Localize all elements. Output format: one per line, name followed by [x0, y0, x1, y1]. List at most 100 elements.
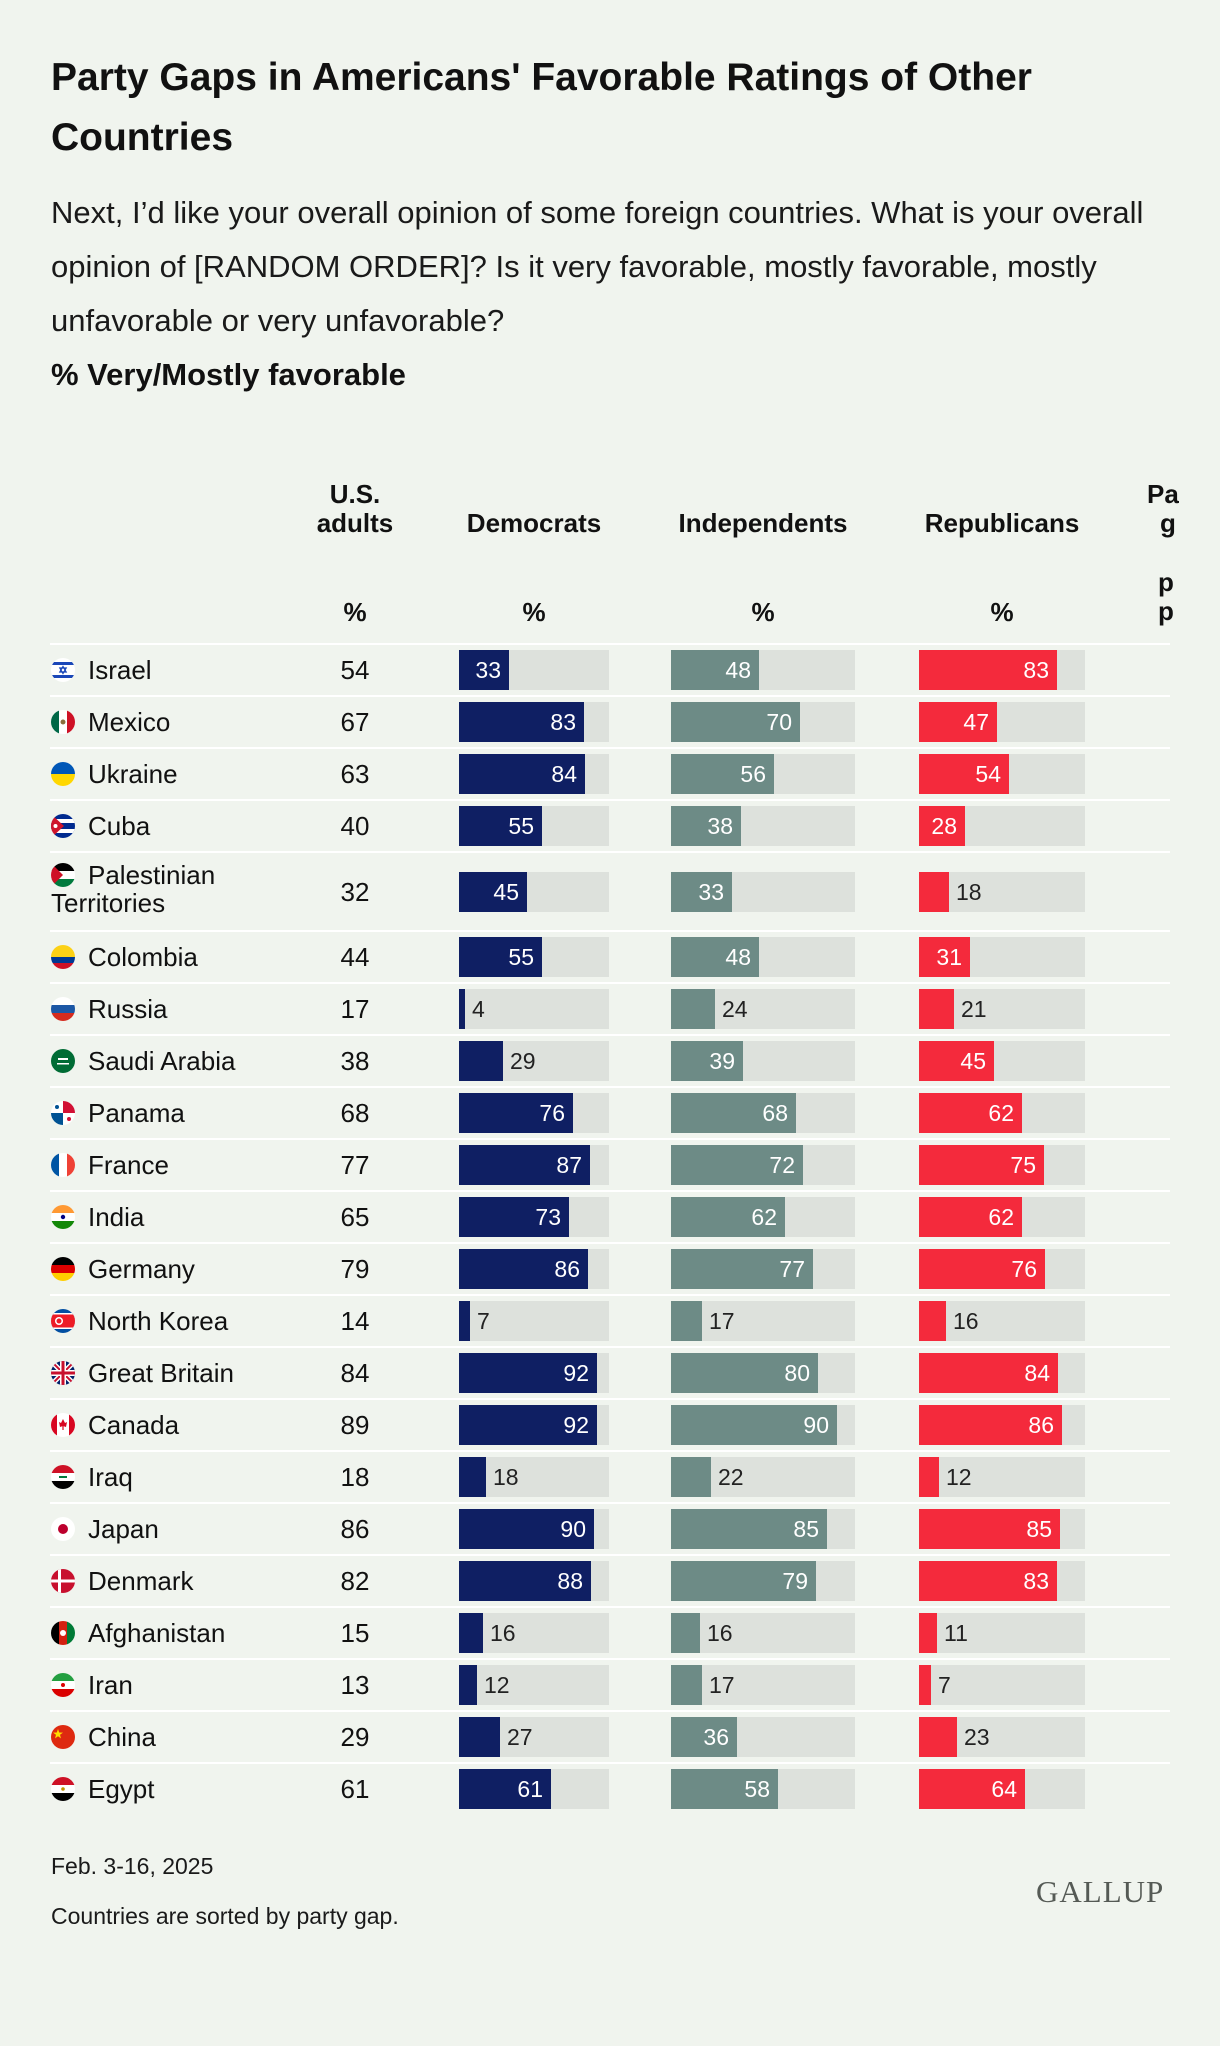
republicans-value-label: 12: [946, 1464, 972, 1490]
row-separator: [50, 1086, 1170, 1088]
independents-value-label: 90: [803, 1412, 829, 1438]
democrats-bar: [459, 1093, 573, 1133]
col-header-gap-line2: g: [1160, 508, 1176, 538]
us-adults-value: 68: [340, 1098, 370, 1128]
independents-bar: [671, 1041, 743, 1081]
independents-value-label: 38: [707, 813, 733, 839]
republicans-bar: [919, 1041, 994, 1081]
democrats-bar: [459, 1613, 483, 1653]
country-label: Egypt: [88, 1774, 155, 1804]
democrats-value-label: 55: [508, 944, 534, 970]
country-label: India: [88, 1202, 145, 1232]
republicans-value-label: 85: [1026, 1516, 1052, 1542]
china-flag-icon: [51, 1725, 75, 1749]
democrats-value-label: 90: [560, 1516, 586, 1542]
us-adults-value: 29: [340, 1722, 370, 1752]
democrats-value-label: 88: [557, 1568, 583, 1594]
pct-header-republicans: %: [990, 597, 1014, 627]
democrats-track: [459, 1665, 609, 1705]
country-label: Denmark: [88, 1566, 194, 1596]
independents-bar: [671, 650, 759, 690]
iran-flag-icon: [51, 1673, 75, 1697]
democrats-track: [459, 1613, 609, 1653]
survey-date: Feb. 3-16, 2025: [51, 1853, 214, 1879]
row-separator: [50, 1242, 1170, 1244]
us-adults-value: 32: [340, 876, 370, 907]
row-separator: [50, 930, 1170, 932]
russia-flag-icon: [51, 997, 75, 1021]
democrats-bar: [459, 1041, 503, 1081]
democrats-value-label: 33: [475, 657, 501, 683]
independents-bar: [671, 871, 732, 912]
country-label: Iran: [88, 1670, 133, 1700]
us-adults-value: 77: [340, 1150, 370, 1180]
republicans-track: [919, 1613, 1085, 1653]
iraq-flag-icon: [51, 1465, 75, 1489]
republicans-value-label: 64: [991, 1776, 1017, 1802]
republicans-bar: [919, 702, 997, 742]
row-separator: [50, 1398, 1170, 1400]
chart-title: Party Gaps in Americans' Favorable Ratin…: [51, 56, 1032, 159]
independents-value-label: 58: [744, 1776, 770, 1802]
us-adults-value: 86: [340, 1514, 370, 1544]
us-adults-value: 82: [340, 1566, 370, 1596]
democrats-bar: [459, 1301, 470, 1341]
row-separator: [50, 1034, 1170, 1036]
us-adults-value: 18: [340, 1462, 370, 1492]
row-separator: [50, 1762, 1170, 1764]
country-label: Canada: [88, 1410, 180, 1440]
republicans-bar: [919, 1717, 957, 1757]
us-adults-value: 79: [340, 1254, 370, 1284]
democrats-value-label: 61: [517, 1776, 543, 1802]
independents-value-label: 24: [722, 996, 748, 1022]
cuba-flag-icon: [51, 814, 75, 838]
india-flag-icon: [51, 1205, 75, 1229]
palestine-flag-icon: [51, 863, 75, 887]
pct-header-us-adults: %: [343, 597, 367, 627]
democrats-bar: [459, 1509, 594, 1549]
country-label: Palestinian Territories: [51, 860, 216, 918]
republicans-bar: [919, 1509, 1060, 1549]
independents-bar: [671, 1301, 702, 1341]
democrats-value-label: 83: [550, 709, 576, 735]
row-separator: [50, 695, 1170, 697]
republicans-value-label: 21: [961, 996, 987, 1022]
independents-bar: [671, 1353, 818, 1393]
republicans-bar: [919, 1561, 1057, 1601]
us-adults-value: 14: [340, 1306, 370, 1336]
democrats-bar: [459, 754, 585, 794]
republicans-bar: [919, 1405, 1062, 1445]
independents-value-label: 39: [709, 1048, 735, 1074]
japan-flag-icon: [51, 1517, 75, 1541]
independents-bar: [671, 1093, 796, 1133]
survey-question: Next, I’d like your overall opinion of s…: [51, 195, 1144, 338]
republicans-value-label: 31: [936, 944, 962, 970]
independents-value-label: 72: [769, 1152, 795, 1178]
republicans-value-label: 76: [1011, 1256, 1037, 1282]
democrats-value-label: 92: [563, 1360, 589, 1386]
measure-label: % Very/Mostly favorable: [51, 357, 406, 392]
republicans-value-label: 75: [1010, 1152, 1036, 1178]
saudi-arabia-flag-icon: [51, 1049, 75, 1073]
independents-value-label: 33: [698, 878, 724, 905]
col-header-gap-line1: Pa: [1147, 479, 1179, 509]
independents-value-label: 36: [703, 1724, 729, 1750]
republicans-value-label: 11: [944, 1620, 968, 1646]
independents-bar: [671, 989, 715, 1029]
country-label: Panama: [88, 1098, 185, 1128]
republicans-value-label: 84: [1024, 1360, 1050, 1386]
gallup-logo: GALLUP: [1036, 1874, 1165, 1909]
republicans-bar: [919, 650, 1057, 690]
republicans-bar: [919, 871, 949, 912]
republicans-bar: [919, 806, 965, 846]
country-label: Germany: [88, 1254, 195, 1284]
independents-value-label: 56: [740, 761, 766, 787]
democrats-value-label: 73: [535, 1204, 561, 1230]
us-adults-value: 54: [340, 655, 370, 685]
country-label: Israel: [88, 655, 152, 685]
republicans-bar: [919, 754, 1009, 794]
independents-value-label: 79: [782, 1568, 808, 1594]
us-adults-value: 63: [340, 759, 370, 789]
democrats-value-label: 16: [490, 1620, 516, 1646]
republicans-bar: [919, 989, 954, 1029]
